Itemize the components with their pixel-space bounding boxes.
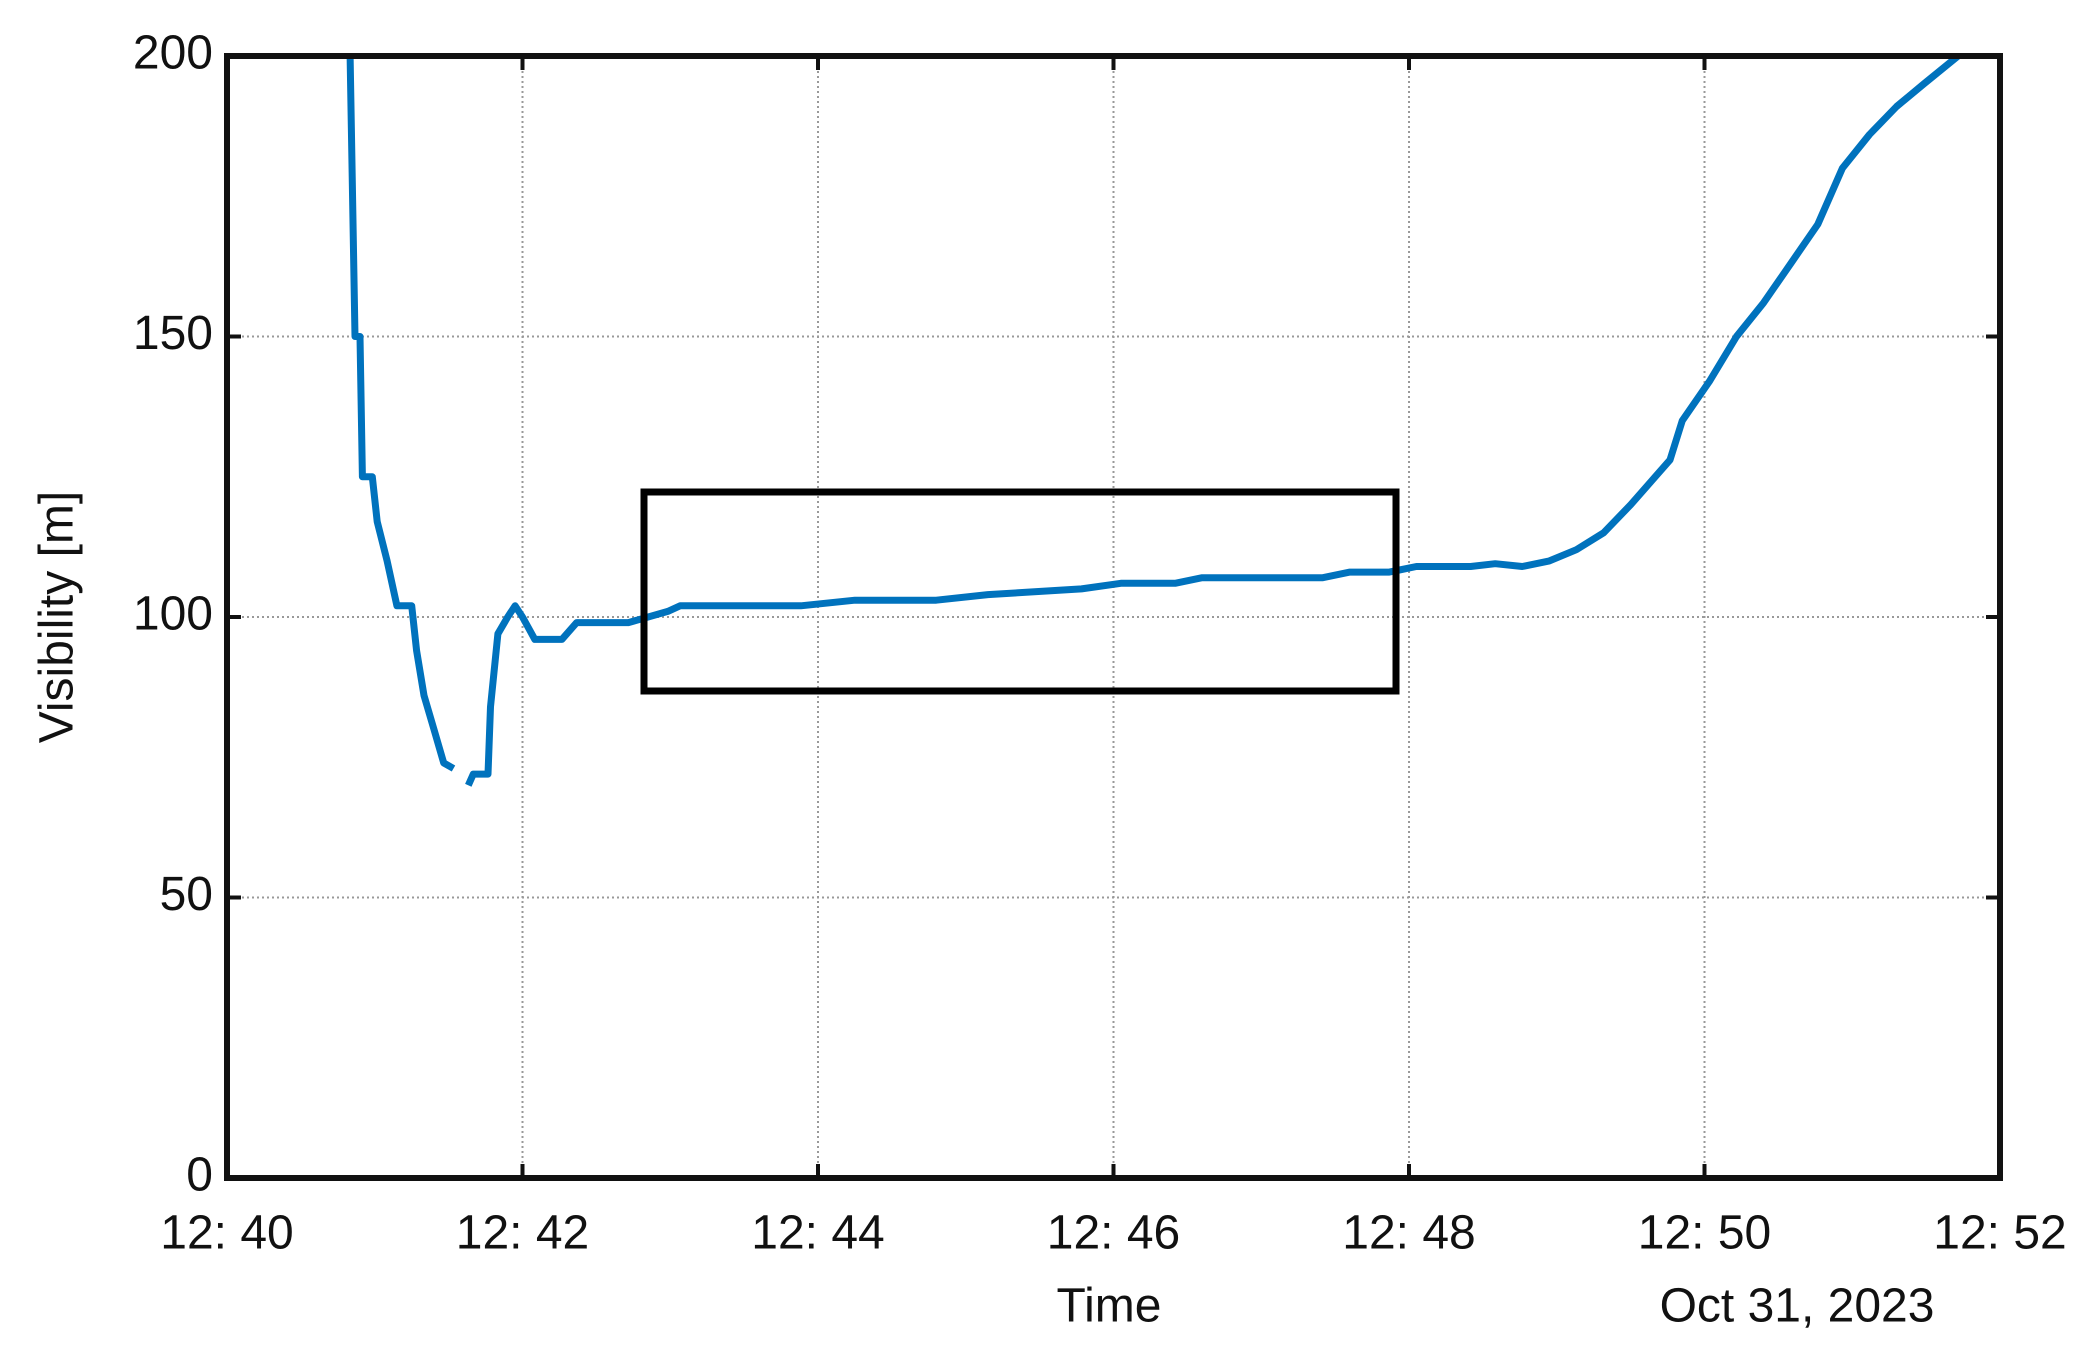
y-tick-label: 150 xyxy=(133,307,213,360)
highlight-box xyxy=(640,488,1400,695)
x-tick-label: 12: 52 xyxy=(1933,1207,2066,1260)
x-tick-label: 12: 40 xyxy=(160,1207,293,1260)
plot-frame xyxy=(224,53,2003,1181)
y-tick-label: 0 xyxy=(186,1149,213,1202)
y-axis-label: Visibility [m] xyxy=(31,491,84,744)
y-tick-label: 50 xyxy=(160,868,213,921)
x-tick-label: 12: 48 xyxy=(1342,1207,1475,1260)
data-line xyxy=(346,53,1961,787)
x-tick-label: 12: 50 xyxy=(1638,1207,1771,1260)
x-tick-label: 12: 42 xyxy=(456,1207,589,1260)
x-tick-label: 12: 46 xyxy=(1047,1207,1180,1260)
y-tick-label: 100 xyxy=(133,588,213,641)
y-tick-label: 200 xyxy=(133,27,213,80)
x-tick-label: 12: 44 xyxy=(751,1207,884,1260)
date-label: Oct 31, 2023 xyxy=(1660,1280,1935,1333)
x-axis-label: Time xyxy=(1057,1280,1162,1333)
